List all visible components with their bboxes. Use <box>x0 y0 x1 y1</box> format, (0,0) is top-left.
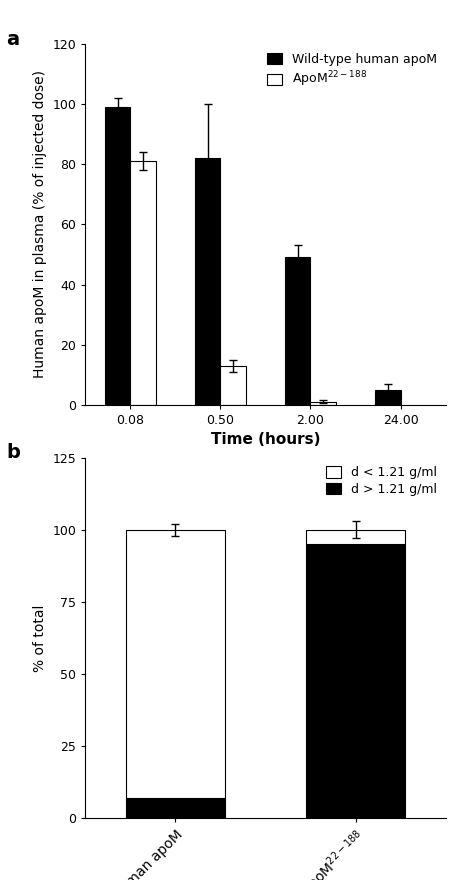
Text: b: b <box>6 444 20 462</box>
Bar <box>306 544 405 818</box>
Bar <box>105 107 130 405</box>
Bar <box>375 390 401 405</box>
Bar <box>310 402 336 405</box>
Bar <box>195 158 220 405</box>
Y-axis label: % of total: % of total <box>33 605 47 671</box>
Text: a: a <box>6 30 19 48</box>
Bar <box>220 366 246 405</box>
Bar <box>130 161 155 405</box>
Bar <box>306 530 405 544</box>
Y-axis label: Human apoM in plasma (% of injected dose): Human apoM in plasma (% of injected dose… <box>33 70 47 378</box>
Bar <box>126 530 225 798</box>
Legend: Wild-type human apoM, ApoM$^{22-188}$: Wild-type human apoM, ApoM$^{22-188}$ <box>264 50 439 92</box>
X-axis label: Time (hours): Time (hours) <box>210 432 320 447</box>
Legend: d < 1.21 g/ml, d > 1.21 g/ml: d < 1.21 g/ml, d > 1.21 g/ml <box>323 464 439 499</box>
Bar <box>126 798 225 818</box>
Bar <box>285 258 310 405</box>
